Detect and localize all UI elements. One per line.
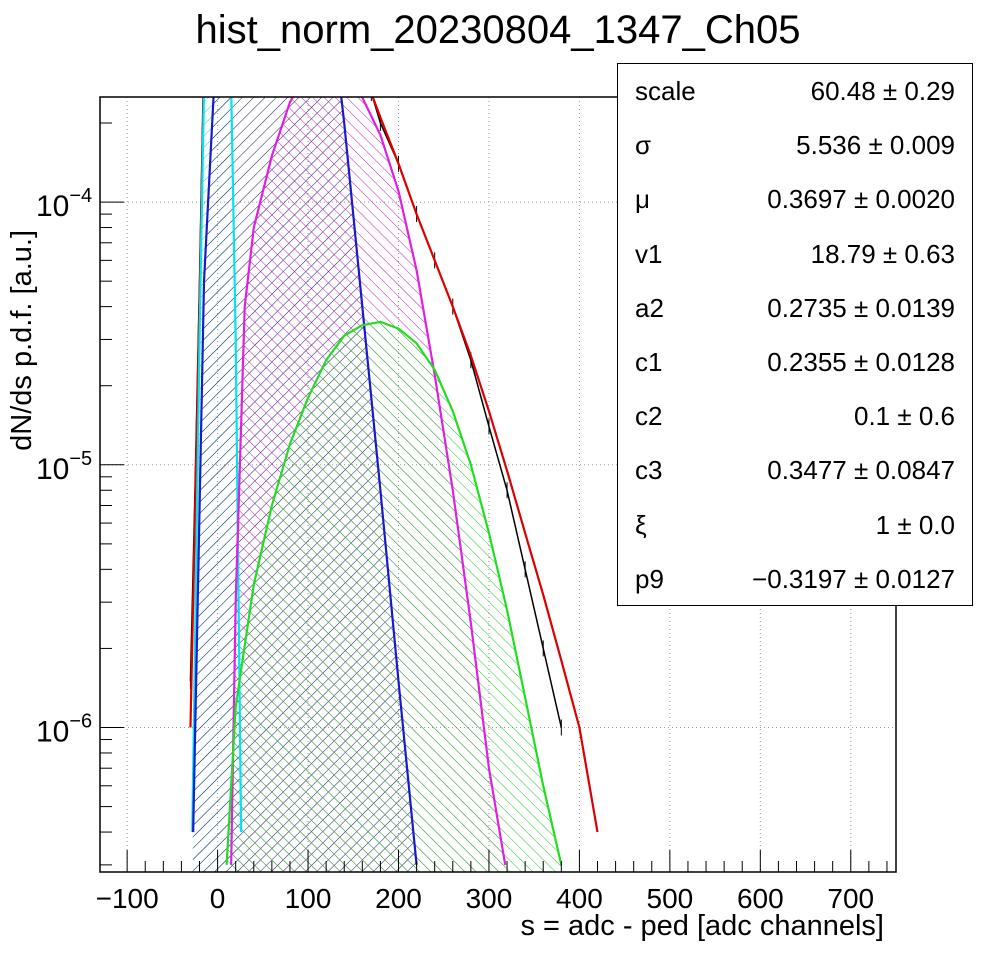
stat-value: 18.79 ± 0.63 xyxy=(810,238,955,269)
x-axis-label: s = adc - ped [adc channels] xyxy=(520,910,884,942)
stat-row: μ 0.3697 ± 0.0020 xyxy=(618,172,972,226)
stat-name: μ xyxy=(635,184,650,215)
chart-title: hist_norm_20230804_1347_Ch05 xyxy=(195,8,801,52)
x-tick-label: 600 xyxy=(737,883,784,914)
x-tick-label: −100 xyxy=(96,883,159,914)
x-tick-label: 100 xyxy=(285,883,332,914)
stat-value: 5.536 ± 0.009 xyxy=(796,130,955,161)
stat-value: 60.48 ± 0.29 xyxy=(810,76,955,106)
stat-value: 0.2735 ± 0.0139 xyxy=(767,292,955,323)
stat-value: 0.1 ± 0.6 xyxy=(853,401,955,432)
x-tick-label: 200 xyxy=(375,883,422,914)
component-curve xyxy=(192,97,418,865)
stat-name: v1 xyxy=(635,238,663,269)
y-axis-label: dN/ds p.d.f. [a.u.] xyxy=(6,230,38,451)
stat-name: c2 xyxy=(635,401,663,432)
component-curve xyxy=(225,320,563,866)
y-tick-label: 10−4 xyxy=(36,185,92,223)
stat-row: c2 0.1 ± 0.6 xyxy=(618,389,972,443)
total-fit-curve xyxy=(189,97,599,833)
x-tick-label: 500 xyxy=(647,883,694,914)
stat-value: 1 ± 0.0 xyxy=(875,509,955,540)
stat-name: ξ xyxy=(635,509,647,540)
stat-row: a2 0.2735 ± 0.0139 xyxy=(618,281,972,335)
stat-row: scale 60.48 ± 0.29 xyxy=(618,64,972,118)
x-tick-label: 300 xyxy=(466,883,513,914)
stat-row: p9 −0.3197 ± 0.0127 xyxy=(618,552,972,606)
x-tick-label: 700 xyxy=(827,883,874,914)
stat-row: c1 0.2355 ± 0.0128 xyxy=(618,335,972,389)
component-curve xyxy=(230,97,507,866)
fit-statistics-box: scale 60.48 ± 0.29 σ 5.536 ± 0.009 μ 0.3697 ±… xyxy=(617,63,973,606)
stat-name: σ xyxy=(635,130,652,161)
stat-name: p9 xyxy=(635,563,664,594)
stat-value: −0.3197 ± 0.0127 xyxy=(752,563,955,594)
y-tick-label: 10−6 xyxy=(36,711,92,749)
stat-value: 0.2355 ± 0.0128 xyxy=(767,347,955,377)
axis-ticks xyxy=(100,122,888,872)
x-tick-label: 400 xyxy=(556,883,603,914)
stat-name: c1 xyxy=(635,347,663,377)
stat-row: ξ 1 ± 0.0 xyxy=(618,498,972,552)
component-fills xyxy=(192,97,562,872)
stat-value: 0.3697 ± 0.0020 xyxy=(767,184,955,215)
stat-value: 0.3477 ± 0.0847 xyxy=(767,455,955,486)
tick-labels: −100010020030040050060070010−210−310−410… xyxy=(36,185,874,914)
stat-row: σ 5.536 ± 0.009 xyxy=(618,118,972,172)
stat-name: scale xyxy=(635,76,696,106)
stat-name: a2 xyxy=(635,292,664,323)
x-tick-label: 0 xyxy=(210,883,226,914)
stat-row: c3 0.3477 ± 0.0847 xyxy=(618,443,972,497)
component-curve xyxy=(191,97,243,833)
y-tick-label: 10−5 xyxy=(36,448,92,486)
stat-row: v1 18.79 ± 0.63 xyxy=(618,227,972,281)
curves xyxy=(189,97,599,866)
stat-name: c3 xyxy=(635,455,663,486)
component-fill xyxy=(226,321,562,872)
